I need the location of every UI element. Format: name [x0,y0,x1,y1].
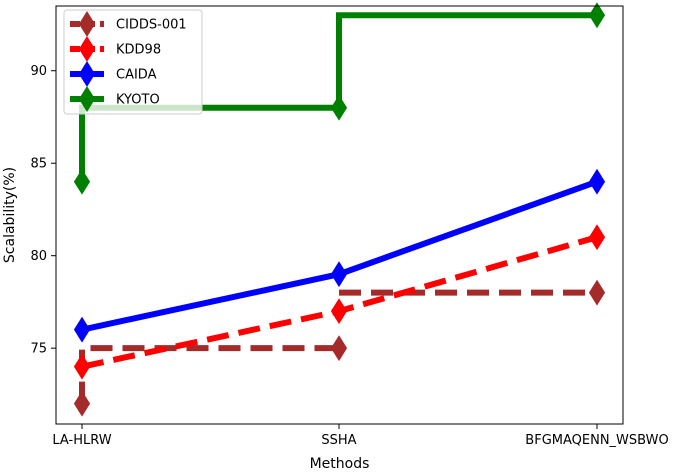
x-tick-label: BFGMAQENN_WSBWO [525,433,668,448]
data-point-kyoto [588,2,606,29]
data-point-kdd98 [330,298,348,325]
legend-label: KYOTO [116,93,160,108]
legend-item-kyoto: KYOTO [70,86,160,112]
series-kdd98 [73,224,606,380]
data-point-kdd98 [73,353,91,380]
legend-label: KDD98 [116,43,161,58]
legend-label: CAIDA [116,68,157,83]
legend-swatch-marker [78,36,96,62]
y-tick-label: 90 [30,64,47,79]
data-point-cidds-001 [330,335,348,362]
series-line-cidds-001 [79,289,597,404]
y-axis-label: Scalability(%) [2,167,18,263]
y-tick-label: 75 [30,342,47,357]
y-tick-label: 85 [30,157,47,172]
x-tick-label: LA-HLRW [52,433,111,448]
series-kyoto [73,2,606,195]
legend-swatch-marker [78,11,96,37]
legend-swatch-marker [78,61,96,87]
series-layer [73,2,606,417]
legend-box [63,9,203,115]
x-axis-label: Methods [310,456,370,472]
data-point-caida [330,261,348,288]
x-tick-label: SSHA [321,433,356,448]
legend: CIDDS-001 KDD98 CAIDA KYOTO [63,9,203,115]
data-point-cidds-001 [588,279,606,306]
legend-item-caida: CAIDA [70,61,157,87]
data-point-cidds-001 [73,390,91,417]
legend-label: CIDDS-001 [116,18,187,33]
series-cidds-001 [73,279,606,417]
axes-layer: 75 80 85 90 LA-HLRW SSHA BFGMAQENN_WSBWO [30,64,668,448]
data-point-kdd98 [588,224,606,251]
data-point-caida [73,316,91,343]
legend-item-kdd98: KDD98 [70,36,161,62]
legend-swatch-marker [78,86,96,112]
data-point-kyoto [73,168,91,195]
series-caida [73,168,606,343]
y-tick-label: 80 [30,249,47,264]
legend-item-cidds-001: CIDDS-001 [70,11,187,37]
data-point-kyoto [330,94,348,121]
data-point-caida [588,168,606,195]
